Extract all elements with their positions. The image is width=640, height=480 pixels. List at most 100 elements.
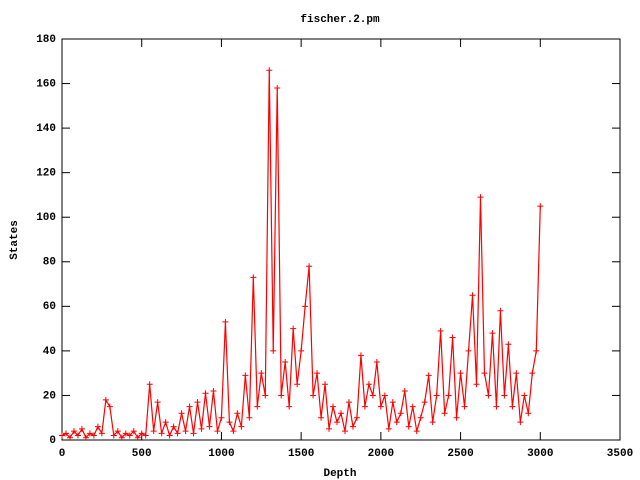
data-point <box>230 428 237 435</box>
data-point <box>489 330 496 337</box>
data-point <box>130 428 137 435</box>
data-point <box>178 410 185 417</box>
data-point <box>142 432 149 439</box>
data-point <box>202 390 209 397</box>
data-point <box>397 410 404 417</box>
y-tick-label: 100 <box>36 212 56 224</box>
data-point <box>425 372 432 379</box>
y-tick-label: 40 <box>43 346 56 358</box>
data-point <box>310 392 317 399</box>
x-tick-label: 2000 <box>368 448 394 460</box>
data-point <box>409 403 416 410</box>
data-point <box>433 392 440 399</box>
data-point <box>62 430 69 437</box>
data-point <box>242 372 249 379</box>
y-axis-label: States <box>9 220 21 260</box>
data-point <box>102 396 109 403</box>
data-point <box>465 347 472 354</box>
y-tick-label: 120 <box>36 168 56 180</box>
data-point <box>517 419 524 426</box>
data-point <box>150 428 157 435</box>
y-tick-label: 20 <box>43 390 56 402</box>
data-point <box>369 392 376 399</box>
data-point <box>525 410 532 417</box>
data-point <box>429 419 436 426</box>
plot-border <box>61 38 621 441</box>
data-point <box>326 425 333 432</box>
y-tick-label: 0 <box>49 435 56 447</box>
data-point <box>90 432 97 439</box>
data-point <box>250 274 257 281</box>
data-point <box>218 414 225 421</box>
data-point <box>66 434 73 441</box>
data-point <box>497 307 504 314</box>
data-point <box>118 434 125 441</box>
data-point <box>194 399 201 406</box>
data-point <box>222 318 229 325</box>
data-point <box>373 359 380 366</box>
x-tick-label: 3500 <box>607 448 633 460</box>
data-point <box>70 428 77 435</box>
data-point <box>405 423 412 430</box>
data-point <box>246 414 253 421</box>
data-point <box>481 370 488 377</box>
data-point <box>509 403 516 410</box>
x-tick-label: 3000 <box>527 448 553 460</box>
data-point <box>94 423 101 430</box>
data-point <box>186 403 193 410</box>
data-point <box>437 327 444 334</box>
data-point <box>78 425 85 432</box>
data-point <box>441 410 448 417</box>
data-point <box>334 419 341 426</box>
data-point <box>82 434 89 441</box>
data-point <box>154 399 161 406</box>
data-point <box>210 387 217 394</box>
data-point <box>134 434 141 441</box>
data-point <box>521 392 528 399</box>
data-point <box>266 67 273 74</box>
data-point <box>338 410 344 417</box>
data-point <box>214 428 221 435</box>
data-point <box>122 430 129 437</box>
data-point <box>493 403 500 410</box>
data-point <box>385 425 392 432</box>
data-point <box>74 432 81 439</box>
data-line <box>61 70 541 439</box>
data-point <box>190 430 197 437</box>
data-point <box>477 194 484 201</box>
data-point <box>501 392 508 399</box>
data-point <box>106 403 113 410</box>
data-point <box>381 392 388 399</box>
y-tick-label: 80 <box>43 257 56 269</box>
data-point <box>158 430 165 437</box>
data-point <box>254 403 261 410</box>
data-point <box>445 392 452 399</box>
data-point <box>393 419 400 426</box>
data-point <box>314 370 321 377</box>
data-point <box>262 392 269 399</box>
data-point <box>302 303 309 310</box>
data-point <box>170 423 177 430</box>
data-point <box>533 347 540 354</box>
data-point <box>278 392 285 399</box>
data-point <box>182 428 189 435</box>
y-tick-label: 140 <box>36 123 56 135</box>
data-point <box>234 410 241 417</box>
data-point <box>146 381 153 388</box>
data-point <box>206 423 213 430</box>
data-point <box>453 414 460 421</box>
data-point <box>349 423 356 430</box>
data-point <box>226 419 233 426</box>
data-point <box>98 430 105 437</box>
data-point <box>330 403 337 410</box>
data-point <box>473 381 480 388</box>
data-point <box>345 399 352 406</box>
data-point <box>59 432 65 439</box>
data-point <box>417 414 424 421</box>
x-tick-label: 2500 <box>447 448 473 460</box>
data-point <box>389 399 396 406</box>
y-tick-label: 160 <box>36 78 56 90</box>
data-point <box>166 432 173 439</box>
y-tick-label: 180 <box>36 34 56 46</box>
